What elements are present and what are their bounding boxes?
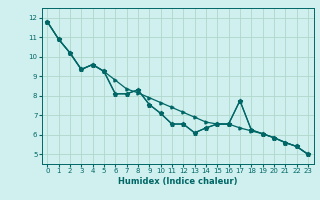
X-axis label: Humidex (Indice chaleur): Humidex (Indice chaleur): [118, 177, 237, 186]
